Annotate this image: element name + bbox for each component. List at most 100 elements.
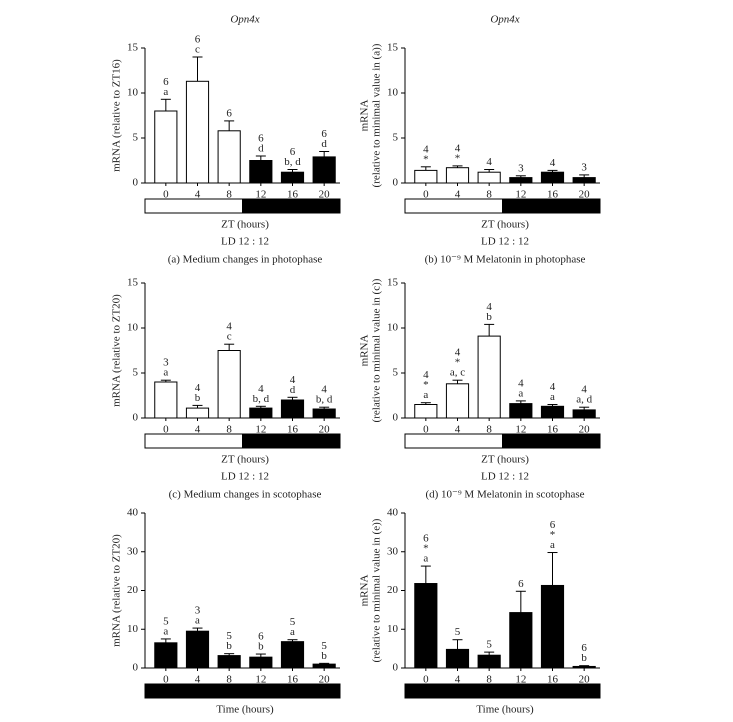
light-dark-segment <box>469 683 503 699</box>
chart-title: Opn4x <box>490 14 519 26</box>
annotation: a <box>518 387 523 399</box>
annotation: 6 <box>290 146 296 158</box>
annotation: b <box>195 392 201 404</box>
annotation: 3 <box>195 605 201 617</box>
annotation: b <box>321 650 327 662</box>
x-tick-label: 8 <box>226 189 232 201</box>
light-dark-segment <box>469 198 503 214</box>
annotation: d <box>321 138 327 150</box>
annotation: 6 <box>518 578 524 590</box>
light-dark-segment <box>242 683 276 699</box>
y-tick-label: 15 <box>127 42 139 54</box>
annotation: 4 <box>486 156 492 168</box>
annotation: 4 <box>455 347 461 359</box>
annotation: 4 <box>258 383 264 395</box>
x-tick-label: 12 <box>515 424 526 436</box>
annotation: 3 <box>518 162 524 174</box>
annotation: a <box>550 539 555 551</box>
bar <box>540 405 565 419</box>
annotation: b <box>581 652 587 664</box>
x-tick-label: 12 <box>255 189 266 201</box>
light-dark-segment <box>567 683 601 699</box>
annotation: a <box>163 625 168 637</box>
light-dark-segment <box>567 198 601 214</box>
bar <box>572 665 596 669</box>
x-tick-label: 0 <box>423 424 429 436</box>
light-dark-segment <box>502 683 536 699</box>
x-axis-label: ZT (hours) <box>481 219 529 231</box>
annotation: 4 <box>423 143 429 155</box>
annotation: 4 <box>518 377 524 389</box>
bar <box>185 407 210 419</box>
caption: (a) Medium changes in photophase <box>168 254 323 266</box>
annotation: 4 <box>423 369 429 381</box>
annotation: 6 <box>226 107 232 119</box>
light-dark-bar <box>144 433 341 449</box>
y-axis-label: mRNA <box>359 335 371 367</box>
bar <box>572 409 596 419</box>
bar <box>445 383 470 419</box>
bar <box>414 583 438 669</box>
light-dark-segment <box>242 433 276 449</box>
y-tick-label: 30 <box>127 545 139 557</box>
bar <box>414 404 438 419</box>
light-dark-segment <box>144 198 178 214</box>
annotation: 4 <box>226 321 232 333</box>
light-dark-segment <box>274 433 308 449</box>
light-dark-segment <box>144 683 178 699</box>
annotation: 6 <box>581 642 587 654</box>
ld-label: LD 12 : 12 <box>221 471 269 483</box>
x-tick-label: 20 <box>319 189 331 201</box>
y-tick-label: 15 <box>127 277 139 289</box>
annotation: d <box>258 143 264 155</box>
y-axis-label: (relative to minimal value in (a)) <box>371 43 383 187</box>
x-tick-label: 8 <box>486 674 492 686</box>
y-tick-label: 20 <box>127 584 139 596</box>
annotation: b <box>486 311 492 323</box>
annotation: * <box>455 357 461 369</box>
x-tick-label: 16 <box>287 674 299 686</box>
annotation: * <box>455 152 461 164</box>
y-axis-label: (relative to minimal value in (c)) <box>371 278 383 422</box>
y-tick-label: 10 <box>127 322 139 334</box>
x-axis-label: ZT (hours) <box>221 219 269 231</box>
light-dark-segment <box>534 198 568 214</box>
annotation: 6 <box>258 631 264 643</box>
light-dark-segment <box>437 683 471 699</box>
annotation: 5 <box>163 615 169 627</box>
x-tick-label: 16 <box>547 189 559 201</box>
x-tick-label: 4 <box>455 424 461 436</box>
bar <box>540 584 565 669</box>
x-tick-label: 16 <box>287 424 299 436</box>
y-tick-label: 0 <box>393 412 399 424</box>
annotation: c <box>227 331 232 343</box>
x-tick-label: 16 <box>287 189 299 201</box>
annotation: 4 <box>581 384 587 396</box>
annotation: 5 <box>321 640 327 652</box>
light-dark-bar <box>404 198 601 214</box>
annotation: 6 <box>550 519 556 531</box>
bar <box>477 335 501 419</box>
light-dark-segment <box>242 198 276 214</box>
x-tick-label: 4 <box>455 674 461 686</box>
bar <box>477 171 501 184</box>
y-tick-label: 5 <box>133 132 139 144</box>
light-dark-segment <box>502 433 536 449</box>
y-tick-label: 40 <box>127 507 139 519</box>
y-tick-label: 15 <box>387 42 399 54</box>
x-tick-label: 20 <box>579 674 591 686</box>
annotation: 5 <box>486 639 492 651</box>
caption: (d) 10⁻⁹ M Melatonin in scotophase <box>425 489 584 501</box>
annotation: * <box>550 529 556 541</box>
bar <box>509 612 533 669</box>
y-tick-label: 30 <box>387 545 399 557</box>
light-dark-segment <box>307 683 341 699</box>
bar <box>249 656 273 669</box>
bar <box>509 403 533 419</box>
annotation: 5 <box>455 626 461 638</box>
annotation: a <box>195 615 200 627</box>
annotation: 3 <box>581 161 587 173</box>
y-axis-label: (relative to minimal value in (e)) <box>371 518 383 662</box>
bar <box>572 177 596 184</box>
y-tick-label: 0 <box>133 177 139 189</box>
